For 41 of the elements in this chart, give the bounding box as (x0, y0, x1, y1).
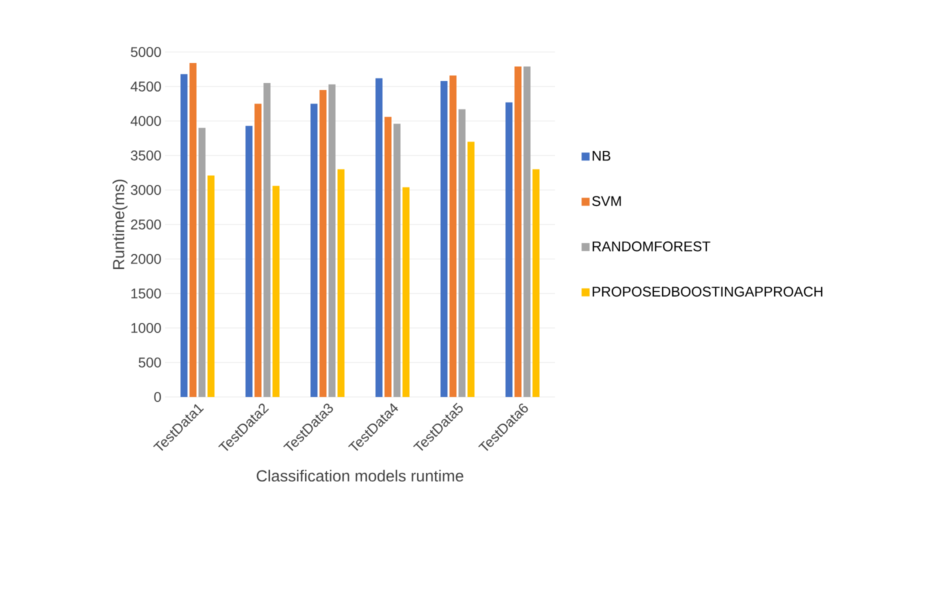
bar (338, 169, 345, 397)
bar (532, 169, 540, 397)
legend-label: RANDOMFOREST (592, 241, 710, 252)
bar (328, 84, 336, 397)
y-tick-label: 500 (138, 358, 161, 368)
bar (468, 142, 474, 397)
bar (394, 124, 401, 397)
bar (272, 186, 280, 397)
y-axis-title: Runtime(ms) (112, 180, 128, 269)
bar (524, 66, 530, 397)
y-tick-label: 2500 (131, 220, 161, 230)
x-axis-title: Classification models runtime (256, 470, 464, 482)
bar (180, 74, 188, 397)
bar (376, 78, 383, 397)
y-tick-label: 4500 (130, 82, 161, 92)
bar (320, 90, 327, 397)
bar (254, 104, 262, 397)
bar (440, 80, 448, 397)
y-tick-label: 2000 (131, 254, 161, 264)
bar (264, 83, 271, 397)
bar (514, 66, 522, 397)
y-tick-label: 1000 (131, 323, 161, 333)
y-tick-label: 4000 (130, 116, 161, 126)
y-tick-label: 1500 (131, 288, 161, 298)
bar (208, 176, 215, 397)
legend-label: NB (592, 151, 610, 161)
bar (310, 104, 318, 397)
bar (450, 75, 456, 397)
bar (190, 63, 197, 397)
bar (458, 109, 466, 397)
bar (506, 102, 512, 397)
legend-label: PROPOSEDBOOSTINGAPPROACH (592, 286, 822, 297)
y-tick-label: 3500 (130, 150, 161, 160)
legend-label: SVM (592, 196, 621, 206)
bar (384, 116, 392, 397)
y-tick-label: 0 (154, 392, 161, 402)
bar (198, 128, 206, 397)
bar (246, 126, 253, 397)
y-tick-label: 5000 (130, 47, 161, 57)
bar (402, 187, 410, 397)
y-tick-label: 3000 (130, 185, 161, 195)
